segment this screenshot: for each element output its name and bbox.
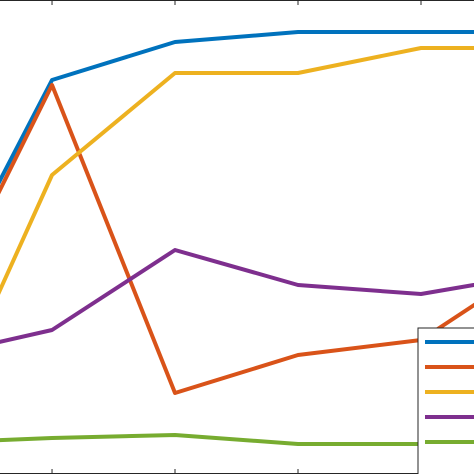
series-line	[0, 83, 474, 395]
series-line	[0, 30, 474, 185]
series-line	[0, 433, 474, 446]
series-line	[0, 248, 474, 344]
series-line	[0, 46, 474, 295]
legend-box	[417, 327, 474, 474]
